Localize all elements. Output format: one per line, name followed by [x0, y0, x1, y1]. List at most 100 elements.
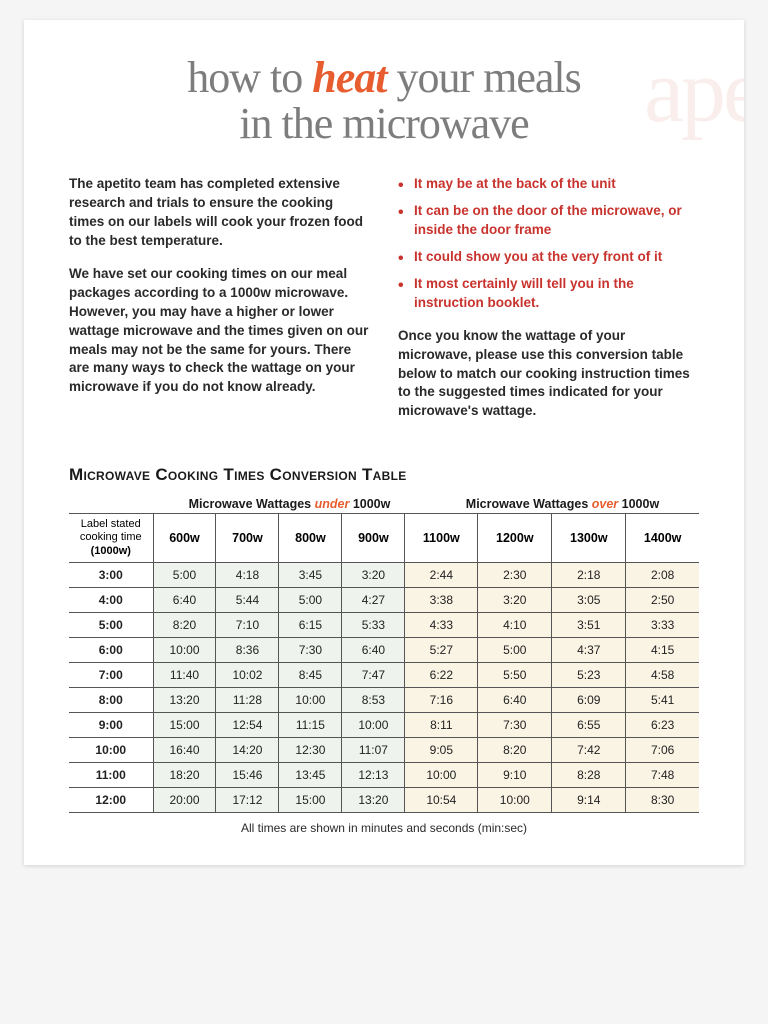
row-label: 10:00 [69, 737, 153, 762]
bullet-item: It can be on the door of the microwave, … [398, 202, 699, 240]
group-under-text-a: Microwave Wattages [189, 497, 315, 511]
cell-over: 2:30 [478, 562, 552, 587]
table-row: 12:0020:0017:1215:0013:2010:5410:009:148… [69, 787, 699, 812]
group-over-text-c: 1000w [618, 497, 659, 511]
group-over-text-a: Microwave Wattages [466, 497, 592, 511]
cell-under: 4:18 [216, 562, 279, 587]
cell-under: 4:27 [342, 587, 405, 612]
wattage-location-list: It may be at the back of the unit It can… [398, 175, 699, 312]
cell-over: 4:37 [552, 637, 626, 662]
col-header: 600w [153, 514, 216, 563]
cell-under: 15:00 [153, 712, 216, 737]
cell-over: 7:30 [478, 712, 552, 737]
col-header: 900w [342, 514, 405, 563]
group-under-em: under [315, 497, 350, 511]
cell-over: 2:44 [405, 562, 478, 587]
cell-under: 10:02 [216, 662, 279, 687]
bullet-item: It could show you at the very front of i… [398, 248, 699, 267]
cell-under: 12:54 [216, 712, 279, 737]
cell-over: 8:28 [552, 762, 626, 787]
title-part-d: in the microwave [239, 99, 528, 148]
cell-under: 8:36 [216, 637, 279, 662]
table-title: Microwave Cooking Times Conversion Table [69, 465, 699, 485]
cell-over: 6:23 [626, 712, 699, 737]
cell-under: 7:30 [279, 637, 342, 662]
cell-over: 7:06 [626, 737, 699, 762]
cell-under: 8:20 [153, 612, 216, 637]
rowhead-line3: (1000w) [91, 545, 131, 557]
group-over-em: over [592, 497, 618, 511]
table-row: 5:008:207:106:155:334:334:103:513:33 [69, 612, 699, 637]
cell-under: 7:10 [216, 612, 279, 637]
col-header: 1400w [626, 514, 699, 563]
cell-under: 12:30 [279, 737, 342, 762]
table-row: 6:0010:008:367:306:405:275:004:374:15 [69, 637, 699, 662]
cell-over: 7:48 [626, 762, 699, 787]
cell-over: 2:18 [552, 562, 626, 587]
cell-over: 7:42 [552, 737, 626, 762]
cell-under: 6:40 [153, 587, 216, 612]
table-header-row: Label stated cooking time (1000w) 600w 7… [69, 514, 699, 563]
intro-right-column: It may be at the back of the unit It can… [398, 175, 699, 435]
cell-over: 4:10 [478, 612, 552, 637]
cell-over: 6:22 [405, 662, 478, 687]
title-part-c: your meals [386, 53, 580, 102]
row-label: 3:00 [69, 562, 153, 587]
cell-under: 15:46 [216, 762, 279, 787]
group-header-under: Microwave Wattages under 1000w [153, 497, 426, 511]
cell-under: 5:44 [216, 587, 279, 612]
table-row: 11:0018:2015:4613:4512:1310:009:108:287:… [69, 762, 699, 787]
cell-over: 8:20 [478, 737, 552, 762]
cell-under: 6:40 [342, 637, 405, 662]
cell-over: 6:09 [552, 687, 626, 712]
cell-under: 13:20 [153, 687, 216, 712]
group-header-spacer [69, 497, 153, 511]
cell-over: 8:11 [405, 712, 478, 737]
col-header: 1200w [478, 514, 552, 563]
cell-under: 17:12 [216, 787, 279, 812]
cell-over: 9:10 [478, 762, 552, 787]
title-accent: heat [312, 53, 386, 102]
table-row: 8:0013:2011:2810:008:537:166:406:095:41 [69, 687, 699, 712]
cell-under: 11:15 [279, 712, 342, 737]
cell-under: 13:45 [279, 762, 342, 787]
table-row: 9:0015:0012:5411:1510:008:117:306:556:23 [69, 712, 699, 737]
col-header: 700w [216, 514, 279, 563]
row-label: 11:00 [69, 762, 153, 787]
cell-over: 8:30 [626, 787, 699, 812]
cell-under: 5:00 [279, 587, 342, 612]
row-label: 8:00 [69, 687, 153, 712]
row-label: 5:00 [69, 612, 153, 637]
cell-over: 7:16 [405, 687, 478, 712]
bullet-item: It may be at the back of the unit [398, 175, 699, 194]
cell-over: 4:15 [626, 637, 699, 662]
cell-under: 5:33 [342, 612, 405, 637]
intro-para-2: We have set our cooking times on our mea… [69, 265, 370, 397]
intro-para-1: The apetito team has completed extensive… [69, 175, 370, 251]
cell-over: 10:00 [405, 762, 478, 787]
cell-over: 5:23 [552, 662, 626, 687]
cell-under: 14:20 [216, 737, 279, 762]
cell-over: 5:27 [405, 637, 478, 662]
cell-under: 3:20 [342, 562, 405, 587]
row-header-label: Label stated cooking time (1000w) [69, 514, 153, 563]
cell-over: 5:41 [626, 687, 699, 712]
table-body: 3:005:004:183:453:202:442:302:182:084:00… [69, 562, 699, 812]
cell-over: 3:20 [478, 587, 552, 612]
intro-para-after: Once you know the wattage of your microw… [398, 327, 699, 421]
table-row: 10:0016:4014:2012:3011:079:058:207:427:0… [69, 737, 699, 762]
cell-over: 9:05 [405, 737, 478, 762]
cell-under: 20:00 [153, 787, 216, 812]
cell-over: 3:51 [552, 612, 626, 637]
cell-over: 10:54 [405, 787, 478, 812]
cell-over: 2:08 [626, 562, 699, 587]
title-part-a: how to [187, 53, 312, 102]
row-label: 7:00 [69, 662, 153, 687]
cell-over: 5:50 [478, 662, 552, 687]
cell-under: 11:07 [342, 737, 405, 762]
cell-under: 18:20 [153, 762, 216, 787]
cell-under: 12:13 [342, 762, 405, 787]
group-under-text-c: 1000w [349, 497, 390, 511]
bullet-item: It most certainly will tell you in the i… [398, 275, 699, 313]
cell-under: 7:47 [342, 662, 405, 687]
